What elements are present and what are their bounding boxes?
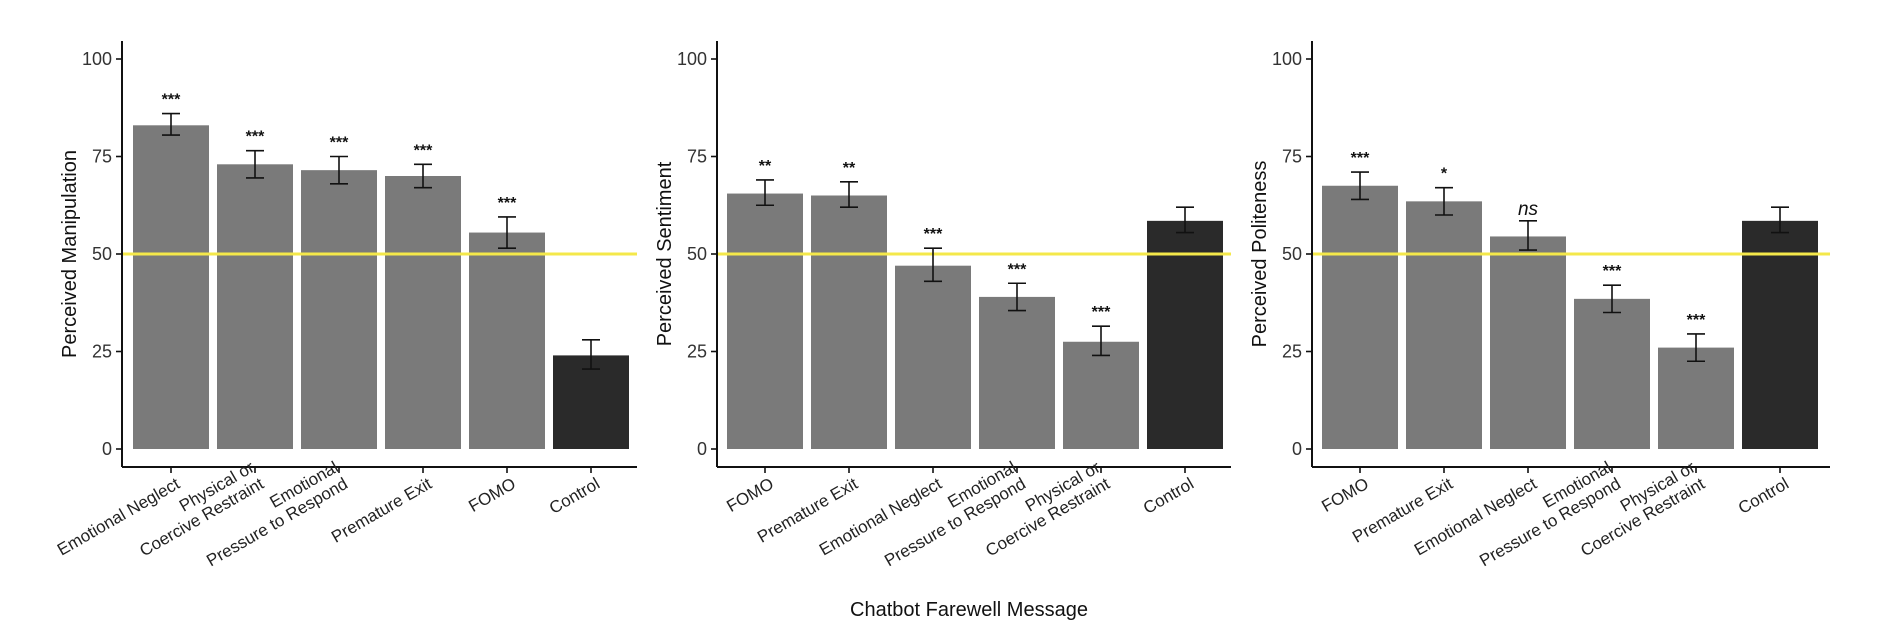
x-tick-label-line: Control xyxy=(1140,474,1197,518)
x-tick-label-line: Control xyxy=(1735,474,1792,518)
y-tick-label: 50 xyxy=(687,244,707,264)
error-bar xyxy=(498,216,516,249)
bar xyxy=(553,355,629,449)
y-tick-label: 75 xyxy=(92,147,112,167)
y-tick-label: 0 xyxy=(1292,439,1302,459)
significance-label: *** xyxy=(1008,261,1027,278)
bar xyxy=(1742,220,1818,449)
error-bar xyxy=(414,163,432,189)
significance-label: ns xyxy=(1518,199,1539,220)
y-tick-label: 100 xyxy=(677,49,707,69)
significance-label: ** xyxy=(759,158,772,175)
significance-label: *** xyxy=(1687,312,1706,329)
error-bar xyxy=(1687,333,1705,363)
y-tick-label: 50 xyxy=(92,244,112,264)
x-tick-label-line: FOMO xyxy=(465,474,519,516)
bar xyxy=(1322,185,1398,449)
bar xyxy=(1063,341,1139,449)
y-axis-label: Perceived Politeness xyxy=(1249,161,1271,348)
y-tick-label: 0 xyxy=(697,439,707,459)
y-tick-label: 25 xyxy=(92,342,112,362)
bar xyxy=(1574,298,1650,449)
significance-label: *** xyxy=(924,226,943,243)
significance-label: ** xyxy=(843,160,856,177)
bar xyxy=(301,170,377,449)
error-bar xyxy=(756,179,774,207)
error-bar xyxy=(1092,325,1110,357)
bar xyxy=(727,193,803,449)
x-axis-title: Chatbot Farewell Message xyxy=(850,599,1088,621)
y-tick-label: 100 xyxy=(82,49,112,69)
significance-label: *** xyxy=(1092,304,1111,321)
y-axis-label: Perceived Sentiment xyxy=(654,161,676,346)
x-tick-label-line: FOMO xyxy=(723,474,777,516)
y-tick-label: 75 xyxy=(1282,147,1302,167)
significance-label: *** xyxy=(330,135,349,152)
significance-label: *** xyxy=(414,142,433,159)
bar xyxy=(811,195,887,449)
x-tick-label: FOMO xyxy=(1318,474,1372,516)
x-tick-label: Control xyxy=(546,474,603,518)
error-bar xyxy=(1435,186,1453,216)
error-bar xyxy=(1176,206,1194,234)
y-tick-label: 75 xyxy=(687,147,707,167)
error-bar xyxy=(1008,282,1026,312)
y-axis-label: Perceived Manipulation xyxy=(59,150,81,358)
bar xyxy=(469,232,545,449)
x-tick-label: FOMO xyxy=(465,474,519,516)
error-bar xyxy=(840,181,858,208)
error-bar xyxy=(582,338,600,370)
y-tick-label: 0 xyxy=(102,439,112,459)
bar xyxy=(979,296,1055,449)
x-tick-label-line: FOMO xyxy=(1318,474,1372,516)
error-bar xyxy=(1771,206,1789,234)
bar xyxy=(1490,236,1566,449)
x-tick-label: FOMO xyxy=(723,474,777,516)
y-tick-label: 50 xyxy=(1282,244,1302,264)
significance-label: *** xyxy=(1603,263,1622,280)
bar xyxy=(217,164,293,450)
error-bar xyxy=(924,247,942,283)
significance-label: * xyxy=(1441,166,1448,183)
error-bar xyxy=(1351,171,1369,201)
error-bar xyxy=(162,112,180,136)
error-bar xyxy=(1519,220,1537,251)
significance-label: *** xyxy=(498,195,517,212)
significance-label: *** xyxy=(1351,150,1370,167)
y-tick-label: 100 xyxy=(1272,49,1302,69)
bar xyxy=(385,176,461,449)
error-bar xyxy=(1603,284,1621,314)
y-tick-label: 25 xyxy=(687,342,707,362)
bar xyxy=(1147,220,1223,449)
x-tick-label: Control xyxy=(1140,474,1197,518)
error-bar xyxy=(330,155,348,185)
significance-label: *** xyxy=(162,92,181,109)
error-bar xyxy=(246,149,264,179)
bar xyxy=(1658,347,1734,449)
bar xyxy=(1406,201,1482,449)
x-tick-label: Control xyxy=(1735,474,1792,518)
x-tick-label-line: Control xyxy=(546,474,603,518)
bar xyxy=(133,125,209,450)
bar xyxy=(895,265,971,449)
y-tick-label: 25 xyxy=(1282,342,1302,362)
significance-label: *** xyxy=(246,129,265,146)
